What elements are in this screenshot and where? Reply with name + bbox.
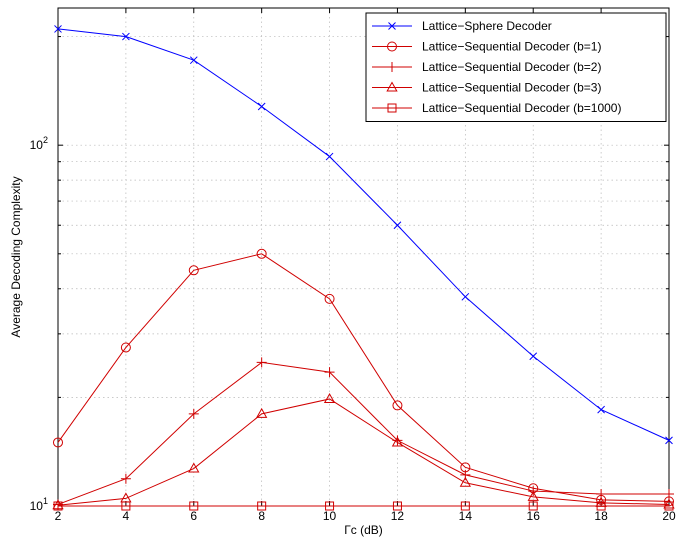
series-5-point [392,501,402,511]
legend-label: Lattice−Sequential Decoder (b=1000) [422,101,621,115]
series-1-line [57,28,670,441]
legend-entry: Lattice−Sequential Decoder (b=3) [372,81,601,95]
series-1-point [665,436,673,445]
series-1-point [189,56,198,65]
legend-box [365,12,667,122]
series-4-point [527,490,539,501]
legend-entry: Lattice−Sphere Decoder [372,19,552,33]
series-1 [54,25,673,445]
series-4-point [459,476,471,487]
series-5-point [257,501,267,511]
series-1-point [393,221,402,230]
series-3-point [324,367,335,378]
legend: Lattice−Sphere Decoder Lattice−Sequential… [365,12,667,122]
series-5-point [596,501,606,511]
x-tick-label: 2 [55,509,62,523]
series-4-point [256,407,268,418]
series-2-point [392,400,403,411]
series-1-point [597,405,605,414]
legend-marker [387,41,397,52]
series-3-line [57,361,669,505]
legend-label: Lattice−Sequential Decoder (b=1) [422,40,601,54]
y-tick-label: 101 [30,496,48,513]
legend-label: Lattice−Sequential Decoder (b=3) [422,81,601,95]
series-3-point [188,408,199,419]
series-2-point [324,293,335,304]
series-4-point [52,499,64,510]
series-2-point [256,248,267,259]
legend-marker [387,62,397,72]
x-tick-label: 6 [190,509,197,523]
series-2-line [57,253,670,502]
x-axis-label: Γc (dB) [344,523,383,537]
series-1-point [54,25,62,33]
series-5-point [189,501,199,511]
series-5-point [121,501,131,511]
series-3-point [664,488,674,499]
series-1-point [461,292,470,301]
series-2-point [120,342,131,353]
x-tick-label: 18 [594,509,608,523]
x-tick-label: 8 [258,509,265,523]
series-5 [53,501,674,511]
legend-label: Lattice−Sequential Decoder (b=2) [422,60,601,74]
series-group [52,25,675,511]
series-2-point [53,437,63,448]
x-tick-label: 16 [527,509,541,523]
x-tick-label: 4 [123,509,130,523]
y-tick-labels: 101 102 [30,135,48,513]
legend-entry: Lattice−Sequential Decoder (b=1) [372,40,601,54]
series-5-point [460,501,470,511]
series-2-point [188,265,199,276]
legend-label: Lattice−Sphere Decoder [422,19,552,33]
series-4-point [323,392,336,403]
series-3-point [120,473,131,484]
series-5-point [664,501,674,511]
series-5-point [528,501,538,511]
x-tick-label: 10 [323,509,337,523]
x-tick-label: 14 [459,509,473,523]
series-4-line [57,398,670,506]
series-1-point [529,352,538,361]
y-tick-label: 102 [30,135,48,152]
x-tick-labels: 2 4 6 8 10 12 14 16 18 20 [55,509,676,523]
series-1-point [122,32,130,41]
series-5-point [325,501,335,511]
legend-entry: Lattice−Sequential Decoder (b=1000) [372,101,621,115]
legend-marker [387,103,397,113]
series-3-point [256,357,267,368]
x-tick-label: 12 [391,509,405,523]
legend-entry: Lattice−Sequential Decoder (b=2) [372,60,601,74]
series-4-point [391,436,404,447]
series-4-point [663,498,675,509]
x-tick-label: 20 [662,509,676,523]
legend-marker [388,22,396,30]
legend-marker [386,81,398,92]
series-1-point [325,152,334,161]
series-1-point [257,102,266,111]
series-4-point [188,462,200,473]
series-5-point [53,501,63,511]
y-axis-label: Average Decoding Complexity [9,176,23,337]
